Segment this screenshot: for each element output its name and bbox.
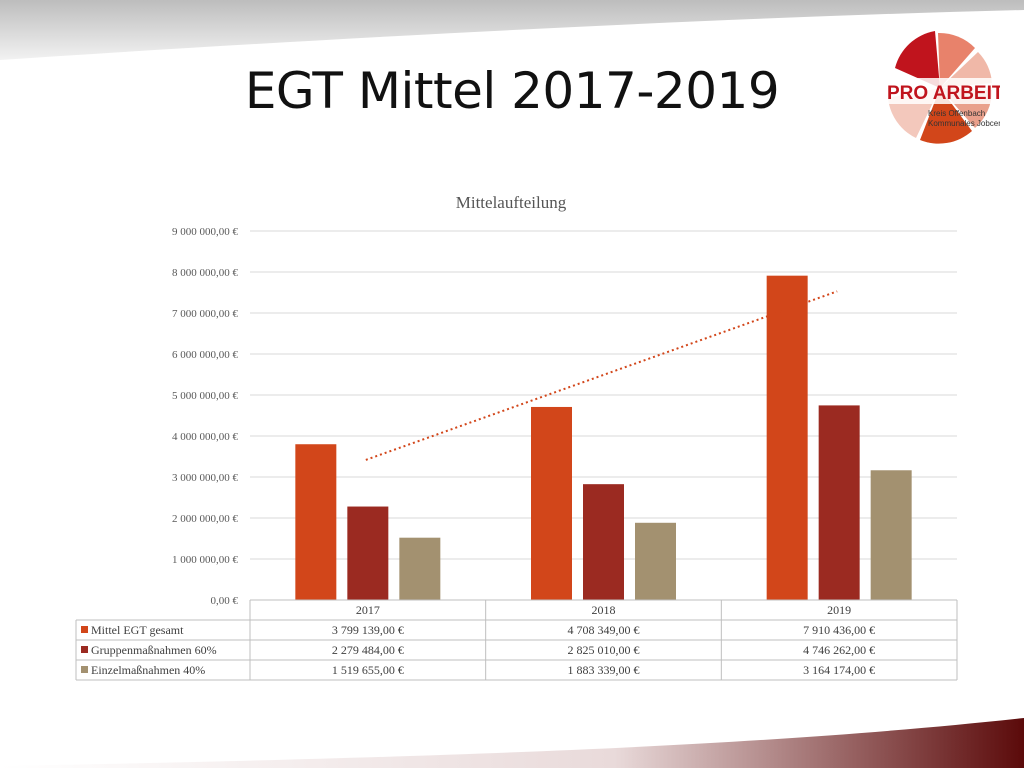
slide-title: EGT Mittel 2017-2019: [244, 62, 780, 120]
logo-line-2: Kommunales Jobcenter: [928, 119, 1000, 128]
y-tick-label: 2 000 000,00 €: [172, 513, 239, 525]
y-tick-label: 9 000 000,00 €: [172, 226, 239, 238]
y-tick-label: 0,00 €: [211, 595, 239, 607]
logo-petal-1: [895, 31, 940, 88]
bar-2019-series-2: [818, 405, 860, 600]
data-table-value: 4 708 349,00 €: [568, 623, 640, 637]
logo-text: PRO ARBEIT: [887, 83, 1000, 104]
bar-2017-series-1: [295, 444, 337, 600]
bar-2018-series-2: [583, 484, 624, 600]
legend-swatch: [81, 626, 88, 633]
pro-arbeit-logo: PRO ARBEIT Kreis Offenbach Kommunales Jo…: [880, 28, 1012, 148]
bar-chart: Mittelaufteilung 0,00 € 1 000 000,00 € 2 00…: [75, 193, 958, 681]
y-tick-label: 1 000 000,00 €: [172, 554, 239, 566]
trendline: [365, 290, 838, 461]
logo-petal-5: [920, 88, 972, 144]
logo-band: [884, 78, 1002, 104]
data-table-value: 1 883 339,00 €: [568, 663, 640, 677]
bottom-band: [0, 718, 1024, 768]
y-tick-label: 6 000 000,00 €: [172, 349, 239, 361]
data-table-value: 4 746 262,00 €: [803, 643, 875, 657]
top-band: [0, 0, 1024, 60]
data-table-value: 7 910 436,00 €: [803, 623, 875, 637]
y-tick-label: 3 000 000,00 €: [172, 472, 239, 484]
x-tick-label: 2018: [592, 603, 616, 617]
y-tick-label: 8 000 000,00 €: [172, 267, 239, 279]
data-table-value: 3 799 139,00 €: [332, 623, 404, 637]
data-table-value: 2 279 484,00 €: [332, 643, 404, 657]
legend-label: Gruppenmaßnahmen 60%: [91, 643, 217, 657]
y-tick-label: 4 000 000,00 €: [172, 431, 239, 443]
data-table-value: 1 519 655,00 €: [332, 663, 404, 677]
logo-petal-2: [938, 32, 975, 88]
bar-2019-series-1: [766, 275, 808, 600]
x-tick-label: 2019: [827, 603, 851, 617]
y-tick-label: 7 000 000,00 €: [172, 308, 239, 320]
legend-swatch: [81, 646, 88, 653]
bar-2018-series-1: [531, 406, 572, 600]
legend-label: Mittel EGT gesamt: [91, 623, 184, 637]
data-table-value: 3 164 174,00 €: [803, 663, 875, 677]
y-tick-label: 5 000 000,00 €: [172, 390, 239, 402]
bar-2019-series-3: [870, 470, 912, 600]
data-table-value: 2 825 010,00 €: [568, 643, 640, 657]
legend-label: Einzelmaßnahmen 40%: [91, 663, 205, 677]
bar-2018-series-3: [635, 522, 676, 600]
chart-title: Mittelaufteilung: [456, 193, 567, 212]
bar-2017-series-3: [399, 537, 441, 600]
logo-line-1: Kreis Offenbach: [928, 109, 985, 118]
bar-2017-series-2: [347, 506, 389, 600]
x-tick-label: 2017: [356, 603, 380, 617]
legend-swatch: [81, 666, 88, 673]
